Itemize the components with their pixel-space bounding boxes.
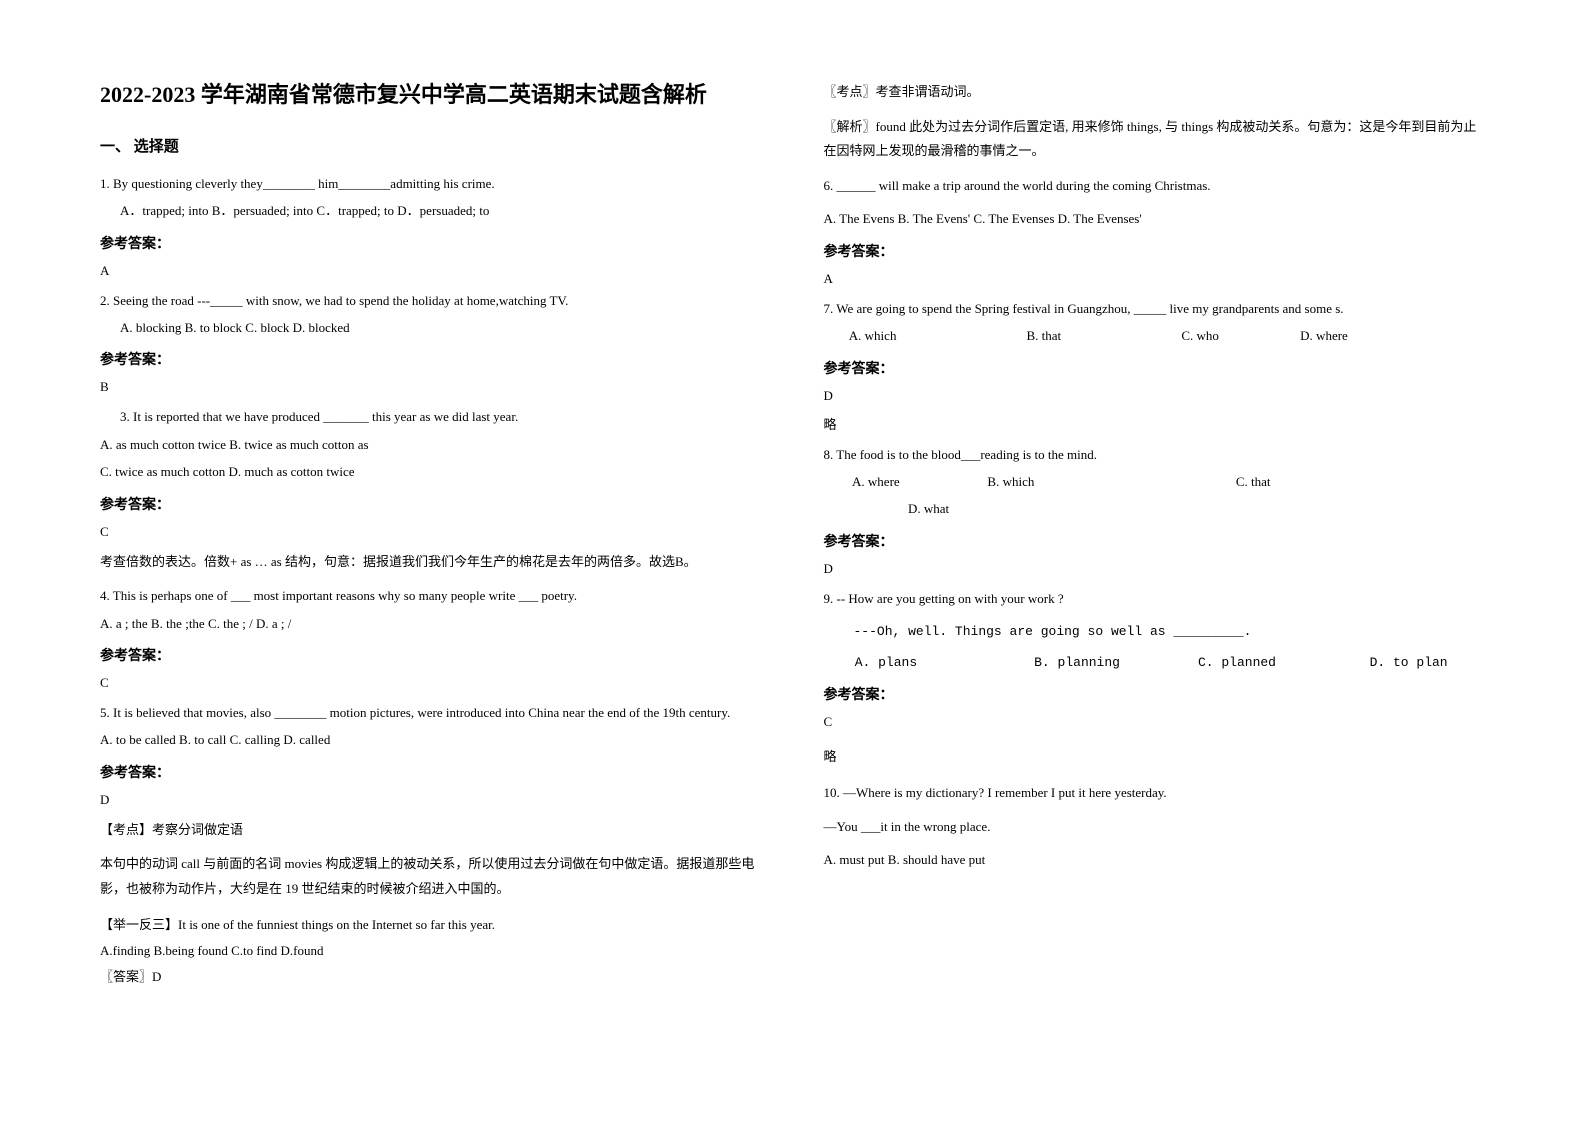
q5-answer-label: 参考答案： (100, 762, 764, 782)
q8-answer: D (824, 561, 1488, 577)
q10-line2: —You ___it in the wrong place. (824, 815, 1488, 838)
q8-text: 8. The food is to the blood___reading is… (824, 443, 1488, 466)
q9-text: 9. -- How are you getting on with your w… (824, 587, 1488, 610)
q6-answer: A (824, 271, 1488, 287)
q5-text: 5. It is believed that movies, also ____… (100, 701, 764, 724)
q5-answer: D (100, 792, 764, 808)
q9-extra: 略 (824, 746, 1488, 765)
q5-options: A. to be called B. to call C. calling D.… (100, 728, 764, 751)
q8-options-2: D. what (824, 497, 1488, 520)
q3-text: 3. It is reported that we have produced … (100, 405, 764, 428)
q8-options-1: A. where B. which C. that (824, 470, 1488, 493)
q9-reply: ---Oh, well. Things are going so well as… (824, 620, 1488, 645)
q3-answer-label: 参考答案： (100, 494, 764, 514)
q10-options: A. must put B. should have put (824, 848, 1488, 871)
section-header: 一、 选择题 (100, 135, 764, 156)
q7-answer: D (824, 388, 1488, 404)
q2-answer-label: 参考答案： (100, 349, 764, 369)
q3-explanation: 考查倍数的表达。倍数+ as … as 结构，句意：据报道我们我们今年生产的棉花… (100, 550, 764, 575)
q8-answer-label: 参考答案： (824, 531, 1488, 551)
q9-answer: C (824, 714, 1488, 730)
page-title: 2022-2023 学年湖南省常德市复兴中学高二英语期末试题含解析 (100, 80, 764, 111)
q2-options: A. blocking B. to block C. block D. bloc… (100, 316, 764, 339)
q6-answer-label: 参考答案： (824, 241, 1488, 261)
q7-text: 7. We are going to spend the Spring fest… (824, 297, 1488, 320)
q7-answer-label: 参考答案： (824, 358, 1488, 378)
q3-options-1: A. as much cotton twice B. twice as much… (100, 433, 764, 456)
q6-text: 6. ______ will make a trip around the wo… (824, 174, 1488, 197)
q5-exp1: 【考点】考察分词做定语 (100, 818, 764, 843)
q3-options-2: C. twice as much cotton D. much as cotto… (100, 460, 764, 483)
q5-variant-opts: A.finding B.being found C.to find D.foun… (100, 938, 764, 964)
q7-extra: 略 (824, 414, 1488, 433)
q5-variant-ans: 〖答案〗D (100, 964, 764, 990)
q2-answer: B (100, 379, 764, 395)
left-column: 2022-2023 学年湖南省常德市复兴中学高二英语期末试题含解析 一、 选择题… (100, 80, 764, 1042)
q5-variant-q: 【举一反三】It is one of the funniest things o… (100, 912, 764, 938)
q4-answer-label: 参考答案： (100, 645, 764, 665)
q4-text: 4. This is perhaps one of ___ most impor… (100, 584, 764, 607)
q1-options: A．trapped; into B．persuaded; into C．trap… (100, 199, 764, 222)
q1-text: 1. By questioning cleverly they________ … (100, 172, 764, 195)
q4-options: A. a ; the B. the ;the C. the ; / D. a ;… (100, 612, 764, 635)
q7-options: A. which B. that C. who D. where (824, 324, 1488, 347)
q1-answer-label: 参考答案： (100, 233, 764, 253)
q10-text: 10. —Where is my dictionary? I remember … (824, 781, 1488, 804)
q5-exp2: 本句中的动词 call 与前面的名词 movies 构成逻辑上的被动关系，所以使… (100, 852, 764, 901)
q9-answer-label: 参考答案： (824, 684, 1488, 704)
q9-options: A. plans B. planning C. planned D. to pl… (824, 651, 1488, 674)
q6-options: A. The Evens B. The Evens' C. The Evense… (824, 207, 1488, 230)
q3-answer: C (100, 524, 764, 540)
q2-text: 2. Seeing the road ---_____ with snow, w… (100, 289, 764, 312)
top-exp1: 〖考点〗考查非谓语动词。 (824, 80, 1488, 105)
top-exp2: 〖解析〗found 此处为过去分词作后置定语, 用来修饰 things, 与 t… (824, 115, 1488, 164)
right-column: 〖考点〗考查非谓语动词。 〖解析〗found 此处为过去分词作后置定语, 用来修… (824, 80, 1488, 1042)
q4-answer: C (100, 675, 764, 691)
q1-answer: A (100, 263, 764, 279)
